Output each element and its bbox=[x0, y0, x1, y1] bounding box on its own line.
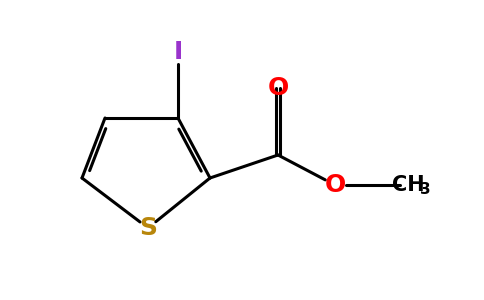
Text: O: O bbox=[267, 76, 288, 100]
Text: S: S bbox=[139, 216, 157, 240]
Text: O: O bbox=[324, 173, 346, 197]
Text: I: I bbox=[173, 40, 182, 64]
Text: CH: CH bbox=[392, 175, 424, 195]
Text: 3: 3 bbox=[420, 182, 431, 197]
